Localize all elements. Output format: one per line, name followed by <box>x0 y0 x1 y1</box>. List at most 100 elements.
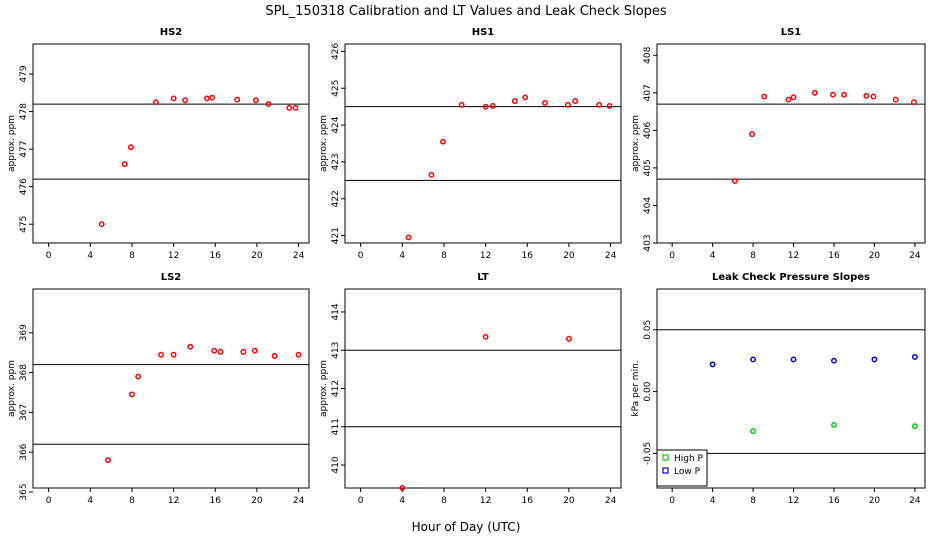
y-tick-label: 425 <box>331 80 341 97</box>
data-point <box>863 92 870 99</box>
y-tick-label: 411 <box>331 418 341 435</box>
panel-title: LT <box>477 272 489 283</box>
data-point <box>606 102 613 109</box>
data-point <box>565 335 572 342</box>
data-point <box>749 131 756 138</box>
data-point <box>127 144 134 151</box>
y-tick-label: 403 <box>643 234 653 251</box>
x-tick-label: 4 <box>87 496 93 506</box>
x-tick-label: 8 <box>129 496 135 506</box>
x-tick-label: 20 <box>563 496 575 506</box>
data-point <box>121 161 128 168</box>
x-tick-label: 12 <box>168 251 179 261</box>
data-point <box>511 98 518 105</box>
data-point <box>790 94 797 101</box>
data-point <box>596 101 603 108</box>
data-point <box>271 352 278 359</box>
panel-title: LS2 <box>161 272 182 283</box>
data-point <box>785 96 792 103</box>
data-point <box>831 357 837 364</box>
data-point <box>564 101 571 108</box>
plot-frame <box>656 43 926 244</box>
panel-title: LS1 <box>781 27 802 38</box>
data-point <box>831 422 837 428</box>
x-tick-label: 12 <box>788 496 799 506</box>
y-tick-label: 407 <box>643 84 653 101</box>
y-tick-label: -0.05 <box>643 442 653 465</box>
data-point <box>182 97 189 104</box>
data-point <box>251 347 258 354</box>
x-tick-label: 12 <box>480 496 491 506</box>
y-tick-label: 365 <box>19 483 29 500</box>
legend-label: Low P <box>674 467 701 477</box>
x-tick-label: 20 <box>251 251 263 261</box>
data-point <box>489 102 496 109</box>
data-point <box>217 348 224 355</box>
x-tick-label: 16 <box>210 496 222 506</box>
data-point <box>830 91 836 98</box>
x-tick-label: 0 <box>669 496 675 506</box>
y-tick-label: 0.05 <box>643 320 653 340</box>
data-point <box>211 347 218 354</box>
data-point <box>428 171 435 178</box>
plot-frame <box>32 43 310 244</box>
data-point <box>911 354 918 360</box>
y-tick-label: 413 <box>331 342 341 359</box>
legend-label: High P <box>674 454 704 464</box>
data-point <box>482 103 489 110</box>
data-point <box>105 457 111 464</box>
x-tick-label: 4 <box>710 496 716 506</box>
y-tick-label: 405 <box>643 159 653 176</box>
plot-frame <box>32 288 310 489</box>
x-tick-label: 24 <box>605 251 617 261</box>
panel-title: Leak Check Pressure Slopes <box>712 272 870 283</box>
data-point <box>187 343 194 350</box>
x-tick-label: 8 <box>441 496 447 506</box>
y-tick-label: 406 <box>643 122 653 139</box>
panel-0: HS2 approx. ppm 0 4 8 12 16 20 24 475 476 477 478 479 <box>7 27 310 261</box>
panel-5: Leak Check Pressure Slopes kPa per min. 0 4… <box>631 272 926 506</box>
x-tick-label: 16 <box>828 251 840 261</box>
y-axis-label: approx. ppm <box>7 360 17 417</box>
x-tick-label: 0 <box>669 251 675 261</box>
x-tick-label: 4 <box>710 251 716 261</box>
plot-frame <box>656 288 926 489</box>
x-tick-label: 8 <box>750 251 756 261</box>
y-tick-label: 412 <box>331 380 341 397</box>
data-point <box>811 89 818 96</box>
y-tick-label: 479 <box>19 65 29 82</box>
plot-frame <box>344 288 622 489</box>
data-point <box>522 94 529 101</box>
data-point <box>203 95 210 102</box>
data-point <box>910 99 917 106</box>
data-point <box>870 93 877 100</box>
plot-frame <box>344 43 622 244</box>
y-tick-label: 478 <box>19 103 29 120</box>
x-tick-label: 24 <box>909 496 921 506</box>
x-tick-label: 24 <box>293 251 305 261</box>
legend-marker <box>662 454 669 461</box>
data-point <box>158 351 165 358</box>
data-point <box>482 333 489 340</box>
x-tick-label: 8 <box>441 251 447 261</box>
y-axis-label: kPa per min. <box>631 360 641 416</box>
x-tick-label: 0 <box>46 496 52 506</box>
panels: HS2 approx. ppm 0 4 8 12 16 20 24 475 476 477 478 479… <box>7 27 926 506</box>
y-tick-label: 475 <box>19 216 29 233</box>
x-tick-label: 8 <box>129 251 135 261</box>
data-point <box>152 99 159 106</box>
y-tick-label: 477 <box>19 141 29 158</box>
data-point <box>286 104 293 111</box>
x-tick-label: 0 <box>358 496 364 506</box>
data-point <box>295 351 302 358</box>
x-tick-label: 24 <box>293 496 305 506</box>
data-point <box>731 178 738 184</box>
x-tick-label: 12 <box>168 496 179 506</box>
x-tick-label: 20 <box>869 251 881 261</box>
x-tick-label: 20 <box>869 496 881 506</box>
data-point <box>911 423 918 430</box>
data-point <box>790 356 797 363</box>
data-point <box>841 91 848 98</box>
legend-marker <box>662 467 669 474</box>
